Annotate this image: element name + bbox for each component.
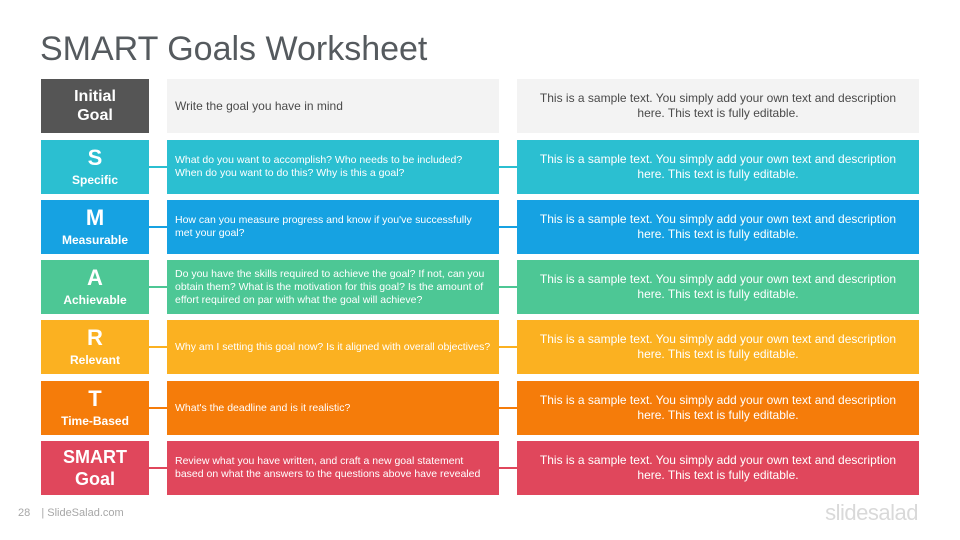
row-header-achievable: A Achievable xyxy=(41,260,149,314)
row-connector xyxy=(149,346,167,348)
row-header-initial-goal: Initial Goal xyxy=(41,79,149,133)
row-connector xyxy=(499,166,517,168)
worksheet-row-specific: S Specific What do you want to accomplis… xyxy=(41,140,919,194)
row-description[interactable]: This is a sample text. You simply add yo… xyxy=(517,260,919,314)
row-description[interactable]: This is a sample text. You simply add yo… xyxy=(517,441,919,495)
row-word: Measurable xyxy=(61,233,129,247)
row-letter: M xyxy=(85,205,105,230)
row-description[interactable]: This is a sample text. You simply add yo… xyxy=(517,200,919,254)
row-connector xyxy=(499,407,517,409)
row-question[interactable]: Write the goal you have in mind xyxy=(167,79,499,133)
row-connector xyxy=(499,346,517,348)
footer: 28 | SlideSalad.com xyxy=(18,507,124,519)
worksheet-row-achievable: A Achievable Do you have the skills requ… xyxy=(41,260,919,314)
worksheet-row-measurable: M Measurable How can you measure progres… xyxy=(41,200,919,254)
row-description[interactable]: This is a sample text. You simply add yo… xyxy=(517,381,919,435)
row-question[interactable]: Why am I setting this goal now? Is it al… xyxy=(167,320,499,374)
row-connector xyxy=(499,226,517,228)
row-word: Relevant xyxy=(69,353,121,367)
row-question[interactable]: Review what you have written, and craft … xyxy=(167,441,499,495)
row-description[interactable]: This is a sample text. You simply add yo… xyxy=(517,140,919,194)
row-connector xyxy=(499,467,517,469)
row-header-specific: S Specific xyxy=(41,140,149,194)
row-word: Time-Based xyxy=(61,414,129,428)
worksheet-row-time-based: T Time-Based What's the deadline and is … xyxy=(41,381,919,435)
row-question[interactable]: How can you measure progress and know if… xyxy=(167,200,499,254)
row-connector xyxy=(499,286,517,288)
row-question[interactable]: Do you have the skills required to achie… xyxy=(167,260,499,314)
row-letter: SMART Goal xyxy=(63,447,127,489)
row-letter: A xyxy=(87,265,103,290)
footer-site[interactable]: | SlideSalad.com xyxy=(41,507,124,519)
row-connector xyxy=(149,286,167,288)
row-question[interactable]: What do you want to accomplish? Who need… xyxy=(167,140,499,194)
row-letter: S xyxy=(87,145,103,170)
row-header-smart-goal: SMART Goal xyxy=(41,441,149,495)
page-title: SMART Goals Worksheet xyxy=(40,30,428,68)
row-header-relevant: R Relevant xyxy=(41,320,149,374)
worksheet-row-relevant: R Relevant Why am I setting this goal no… xyxy=(41,320,919,374)
row-header-time-based: T Time-Based xyxy=(41,381,149,435)
row-description[interactable]: This is a sample text. You simply add yo… xyxy=(517,320,919,374)
row-word: Specific xyxy=(71,173,119,187)
row-header-measurable: M Measurable xyxy=(41,200,149,254)
row-connector xyxy=(149,407,167,409)
brand-logo: slidesalad xyxy=(825,500,918,525)
row-letter: T xyxy=(88,386,102,411)
row-question[interactable]: What's the deadline and is it realistic? xyxy=(167,381,499,435)
row-connector xyxy=(149,166,167,168)
row-connector xyxy=(149,467,167,469)
worksheet-row-smart-goal: SMART Goal Review what you have written,… xyxy=(41,441,919,495)
page-number: 28 xyxy=(18,507,31,519)
row-description[interactable]: This is a sample text. You simply add yo… xyxy=(517,79,919,133)
row-letter: Initial Goal xyxy=(74,88,116,124)
worksheet-row-initial-goal: Initial Goal Write the goal you have in … xyxy=(41,79,919,133)
row-connector xyxy=(149,226,167,228)
row-letter: R xyxy=(87,325,103,350)
row-word: Achievable xyxy=(63,293,127,307)
